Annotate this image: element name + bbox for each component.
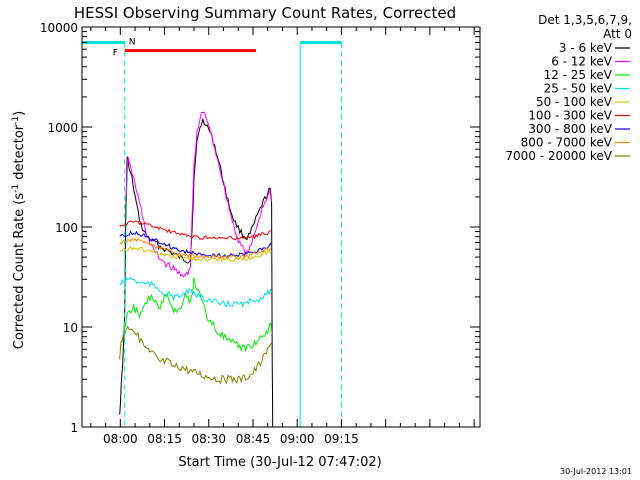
series-line-9: [119, 325, 273, 385]
series-lines: [119, 111, 274, 428]
x-tick-label: 09:15: [324, 432, 359, 446]
y-tick-label: 100: [55, 221, 78, 235]
series-line-5: [119, 246, 273, 263]
legend-label-8: 800 - 7000 keV: [521, 136, 613, 150]
legend-label-7: 300 - 800 keV: [528, 122, 612, 136]
x-axis-label: Start Time (30-Jul-12 07:47:02): [178, 455, 381, 470]
timestamp: 30-Jul-2012 13:01: [560, 467, 632, 476]
legend-label-3: 12 - 25 keV: [544, 68, 613, 82]
x-tick-label: 08:00: [103, 432, 138, 446]
y-axis-label-mid: detector: [12, 124, 27, 184]
legend-label-6: 100 - 300 keV: [528, 109, 612, 123]
y-tick-label: 1000: [47, 121, 78, 135]
y-axis-label-sup2: -1: [11, 116, 21, 125]
series-line-6: [119, 220, 272, 241]
night-flag-label: N: [129, 37, 136, 47]
legend-label-2: 6 - 12 keV: [551, 55, 613, 69]
y-axis-label-end: ): [12, 111, 27, 116]
series-line-8: [119, 237, 272, 260]
y-tick-label: 1: [70, 421, 78, 435]
y-axis-label-main: Corrected Count Rate (s: [12, 193, 27, 350]
flag-bars: NF: [82, 37, 342, 59]
legend-header-2: Att 0: [603, 27, 632, 41]
chart-title: HESSI Observing Summary Count Rates, Cor…: [74, 4, 456, 22]
series-line-3: [119, 277, 273, 352]
x-axis: 08:00 08:15 08:30 08:45 09:00 09:15: [90, 27, 475, 446]
legend-label-9: 7000 - 20000 keV: [505, 149, 612, 163]
y-axis-label: Corrected Count Rate (s-1 detector-1): [11, 111, 27, 349]
y-tick-label: 10: [63, 321, 78, 335]
y-tick-label: 10000: [40, 21, 78, 35]
flare-flag-label: F: [113, 49, 118, 59]
eclipse-boundaries: [81, 42, 342, 427]
x-tick-label: 09:00: [280, 432, 315, 446]
y-axis: 1 10 100 1000 10000: [40, 21, 480, 435]
x-tick-label: 08:30: [191, 432, 226, 446]
x-tick-label: 08:15: [147, 432, 182, 446]
legend-label-5: 50 - 100 keV: [536, 95, 613, 109]
legend-header-1: Det 1,3,5,6,7,9,: [538, 13, 632, 27]
x-tick-label: 08:45: [236, 432, 271, 446]
y-axis-label-sup1: -1: [11, 184, 21, 193]
series-line-2: [125, 111, 273, 278]
legend-label-4: 25 - 50 keV: [544, 82, 613, 96]
legend-label-1: 3 - 6 keV: [559, 41, 613, 55]
series-line-7: [119, 230, 272, 259]
series-line-4: [119, 276, 272, 309]
series-line-1: [119, 117, 274, 428]
